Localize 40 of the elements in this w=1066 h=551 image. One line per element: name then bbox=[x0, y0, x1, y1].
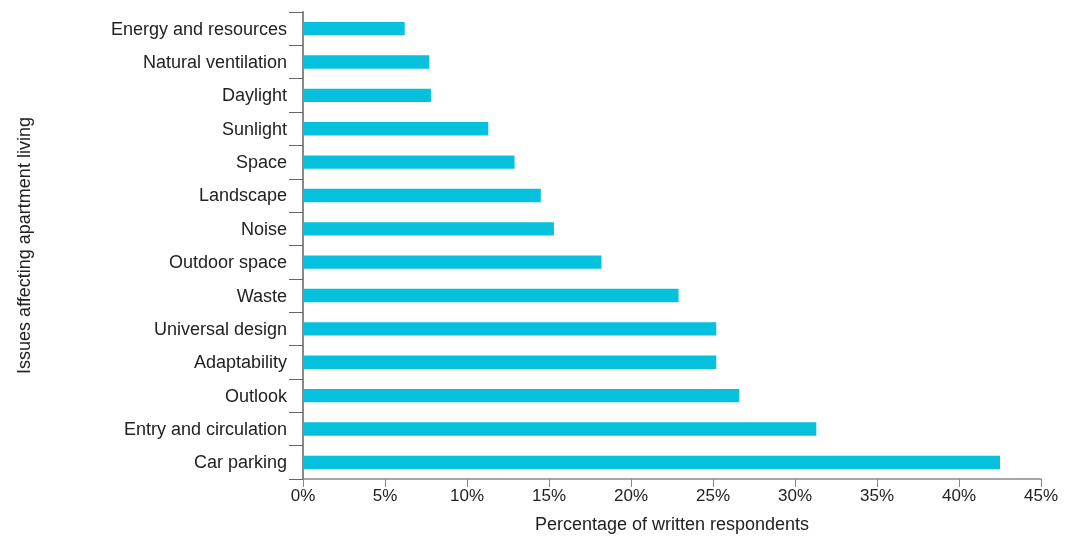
y-tick-label: Landscape bbox=[198, 185, 287, 206]
x-tick-label: 10% bbox=[449, 486, 485, 505]
bar bbox=[303, 188, 541, 203]
y-tick-label: Universal design bbox=[153, 318, 287, 339]
y-tick-label: Outlook bbox=[224, 385, 288, 406]
bar bbox=[303, 122, 489, 136]
bar bbox=[303, 288, 679, 303]
bar bbox=[303, 55, 430, 69]
bar bbox=[303, 322, 717, 336]
bar bbox=[303, 222, 554, 236]
bar bbox=[303, 455, 1000, 469]
y-tick-label: Car parking bbox=[193, 452, 287, 473]
x-axis-title: Percentage of written respondents bbox=[534, 514, 810, 534]
y-tick-label: Daylight bbox=[221, 85, 287, 106]
bar bbox=[303, 22, 405, 36]
x-tick-label: 25% bbox=[695, 486, 731, 505]
y-tick-label: Adaptability bbox=[193, 352, 287, 373]
x-tick-label: 40% bbox=[941, 486, 977, 505]
bar bbox=[303, 88, 431, 103]
bar bbox=[303, 422, 817, 436]
x-tick-label: 0% bbox=[290, 486, 316, 505]
y-tick-label: Energy and resources bbox=[110, 18, 287, 39]
x-tick-label: 30% bbox=[777, 486, 813, 505]
bar bbox=[303, 155, 515, 169]
bar bbox=[303, 388, 740, 403]
x-tick-label: 20% bbox=[613, 486, 649, 505]
bar bbox=[303, 255, 602, 269]
y-tick-label: Noise bbox=[240, 218, 287, 239]
bar bbox=[303, 355, 717, 369]
y-tick-label: Space bbox=[235, 152, 287, 173]
x-tick-label: 35% bbox=[859, 486, 895, 505]
x-tick-label: 5% bbox=[372, 486, 398, 505]
y-tick-label: Sunlight bbox=[221, 118, 287, 139]
y-axis-title: Issues affecting apartment living bbox=[14, 117, 34, 374]
x-tick-label: 45% bbox=[1023, 486, 1059, 505]
y-tick-label: Entry and circulation bbox=[123, 418, 287, 439]
y-tick-label: Natural ventilation bbox=[142, 52, 287, 73]
y-tick-label: Outdoor space bbox=[168, 252, 287, 273]
y-tick-label: Waste bbox=[236, 285, 287, 306]
x-tick-label: 15% bbox=[531, 486, 567, 505]
